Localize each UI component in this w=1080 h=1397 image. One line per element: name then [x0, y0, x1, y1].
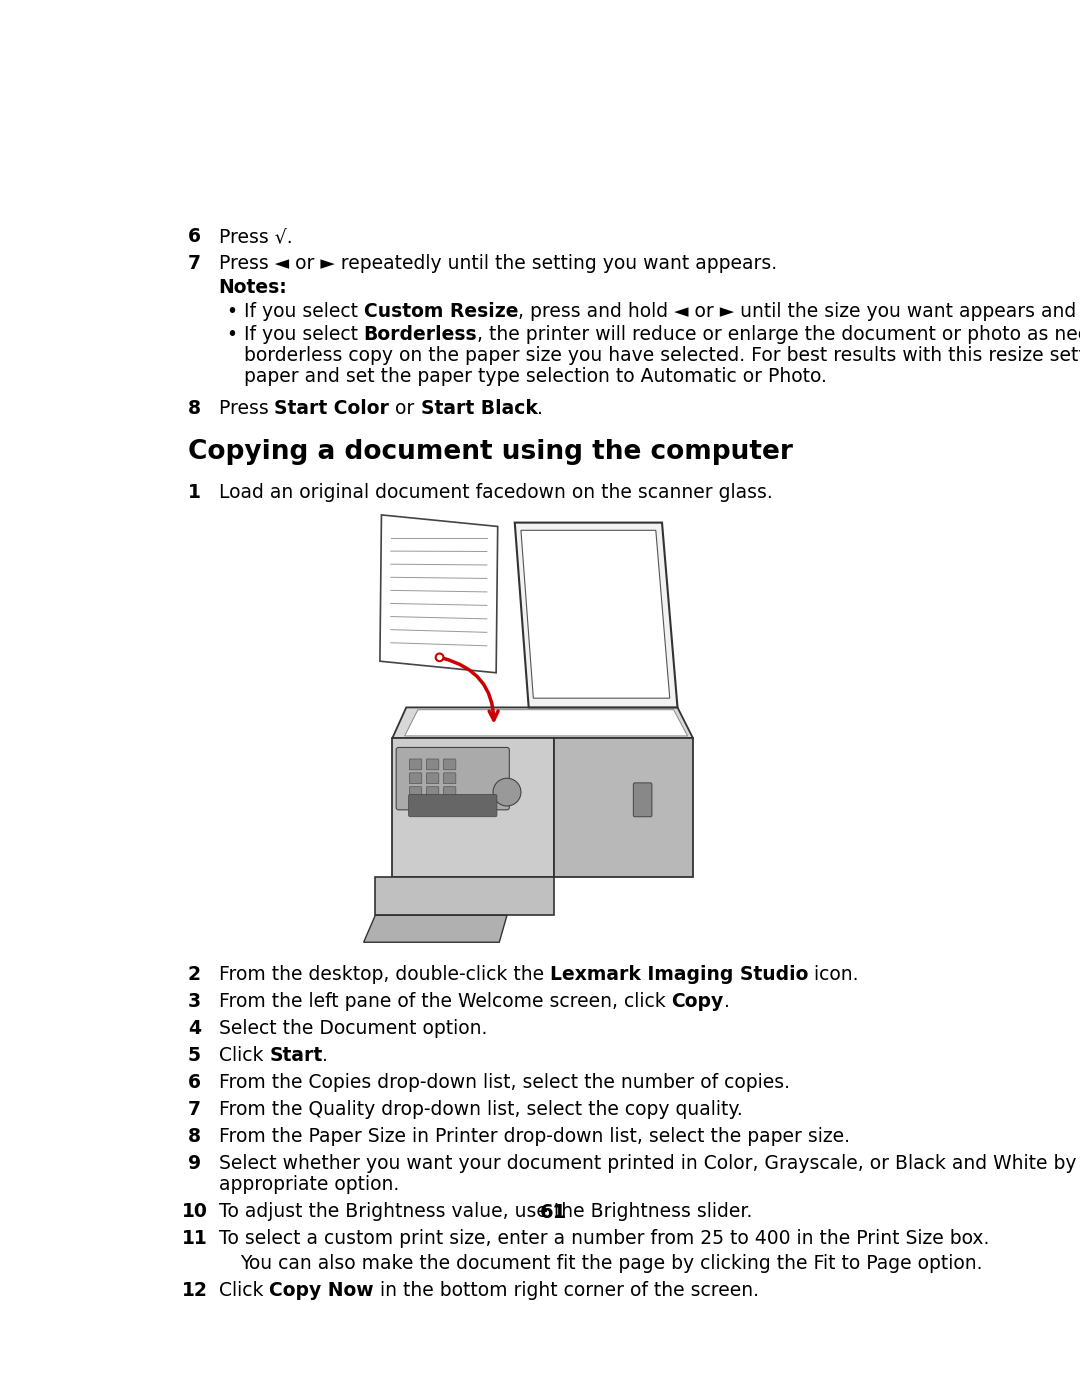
FancyBboxPatch shape [633, 782, 652, 817]
Polygon shape [405, 710, 688, 736]
Text: From the Copies drop-down list, select the number of copies.: From the Copies drop-down list, select t… [218, 1073, 789, 1092]
Text: To select a custom print size, enter a number from 25 to 400 in the Print Size b: To select a custom print size, enter a n… [218, 1229, 989, 1248]
FancyBboxPatch shape [427, 787, 438, 798]
Text: If you select: If you select [243, 302, 364, 321]
Text: Copying a document using the computer: Copying a document using the computer [188, 440, 793, 465]
Text: From the Quality drop-down list, select the copy quality.: From the Quality drop-down list, select … [218, 1099, 742, 1119]
Text: 8: 8 [188, 1127, 201, 1146]
Text: borderless copy on the paper size you have selected. For best results with this : borderless copy on the paper size you ha… [243, 346, 1080, 365]
Text: Copy Now: Copy Now [269, 1281, 374, 1301]
FancyBboxPatch shape [444, 759, 456, 770]
Text: Start Color: Start Color [274, 398, 389, 418]
Circle shape [494, 778, 521, 806]
Text: Select the Document option.: Select the Document option. [218, 1020, 487, 1038]
Text: From the desktop, double-click the: From the desktop, double-click the [218, 965, 550, 985]
Text: Custom Resize: Custom Resize [364, 302, 518, 321]
Circle shape [435, 654, 444, 661]
FancyBboxPatch shape [396, 747, 510, 810]
Polygon shape [392, 738, 554, 877]
Text: •: • [227, 302, 238, 321]
FancyBboxPatch shape [409, 787, 422, 798]
Text: 10: 10 [181, 1201, 207, 1221]
Text: appropriate option.: appropriate option. [218, 1175, 399, 1194]
FancyBboxPatch shape [427, 773, 438, 784]
Text: Borderless: Borderless [364, 326, 477, 345]
Text: Notes:: Notes: [218, 278, 287, 296]
Text: Click: Click [218, 1281, 269, 1301]
Text: , press and hold ◄ or ► until the size you want appears and press √.: , press and hold ◄ or ► until the size y… [518, 302, 1080, 321]
Text: To adjust the Brightness value, use the Brightness slider.: To adjust the Brightness value, use the … [218, 1201, 752, 1221]
FancyBboxPatch shape [427, 759, 438, 770]
Text: You can also make the document fit the page by clicking the Fit to Page option.: You can also make the document fit the p… [241, 1255, 983, 1273]
Polygon shape [515, 522, 677, 707]
Text: Lexmark Imaging Studio: Lexmark Imaging Studio [550, 965, 808, 985]
FancyBboxPatch shape [408, 795, 497, 817]
Text: 4: 4 [188, 1020, 201, 1038]
Text: 12: 12 [181, 1281, 207, 1301]
Text: Select whether you want your document printed in Color, Grayscale, or Black and : Select whether you want your document pr… [218, 1154, 1080, 1173]
Polygon shape [392, 707, 693, 738]
Polygon shape [364, 915, 507, 942]
FancyBboxPatch shape [409, 773, 422, 784]
Text: From the left pane of the Welcome screen, click: From the left pane of the Welcome screen… [218, 992, 672, 1011]
Polygon shape [521, 531, 670, 698]
Text: 9: 9 [188, 1154, 201, 1173]
Text: Start: Start [269, 1046, 323, 1065]
Text: paper and set the paper type selection to Automatic or Photo.: paper and set the paper type selection t… [243, 367, 826, 386]
Text: If you select: If you select [243, 326, 364, 345]
Text: Press √.: Press √. [218, 226, 293, 246]
Polygon shape [380, 515, 498, 673]
Text: 3: 3 [188, 992, 201, 1011]
Text: .: . [323, 1046, 328, 1065]
Text: Press: Press [218, 398, 274, 418]
Text: icon.: icon. [808, 965, 859, 985]
Text: 7: 7 [188, 254, 201, 272]
Text: 6: 6 [188, 226, 201, 246]
Text: Copy: Copy [672, 992, 724, 1011]
Polygon shape [375, 877, 554, 915]
Text: , the printer will reduce or enlarge the document or photo as necessary to print: , the printer will reduce or enlarge the… [477, 326, 1080, 345]
Text: Press ◄ or ► repeatedly until the setting you want appears.: Press ◄ or ► repeatedly until the settin… [218, 254, 777, 272]
Text: Start Black: Start Black [420, 398, 538, 418]
Text: 11: 11 [181, 1229, 207, 1248]
FancyBboxPatch shape [444, 773, 456, 784]
Text: 2: 2 [188, 965, 201, 985]
Text: •: • [227, 326, 238, 345]
Text: in the bottom right corner of the screen.: in the bottom right corner of the screen… [374, 1281, 759, 1301]
Text: .: . [538, 398, 543, 418]
Text: 5: 5 [188, 1046, 201, 1065]
Text: 8: 8 [188, 398, 201, 418]
Text: 1: 1 [188, 483, 201, 503]
Text: From the Paper Size in Printer drop-down list, select the paper size.: From the Paper Size in Printer drop-down… [218, 1127, 850, 1146]
Text: .: . [724, 992, 730, 1011]
Text: 7: 7 [188, 1099, 201, 1119]
Text: Load an original document facedown on the scanner glass.: Load an original document facedown on th… [218, 483, 772, 503]
Text: or: or [389, 398, 420, 418]
Text: Click: Click [218, 1046, 269, 1065]
Text: 61: 61 [540, 1203, 567, 1222]
FancyBboxPatch shape [444, 787, 456, 798]
FancyBboxPatch shape [409, 759, 422, 770]
Polygon shape [554, 738, 693, 877]
Text: 6: 6 [188, 1073, 201, 1092]
